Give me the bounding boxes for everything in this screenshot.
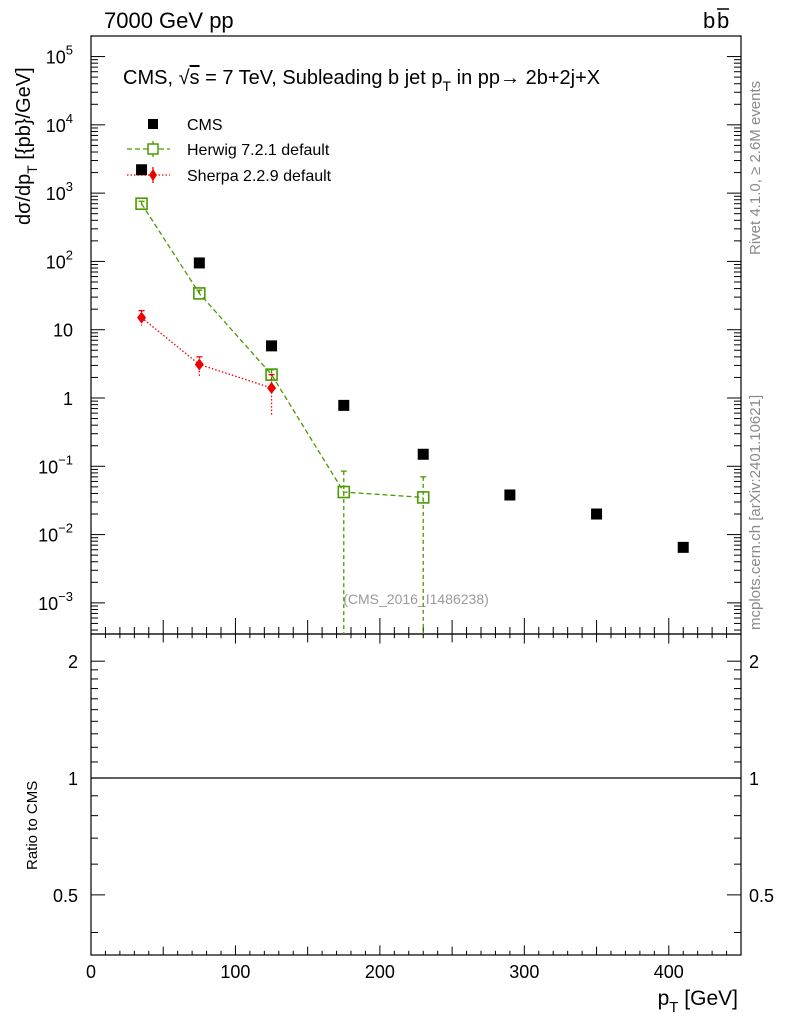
data-series: [135, 164, 689, 634]
main-y-tick-label: 103: [46, 179, 73, 204]
ratio-y-axis-label: Ratio to CMS: [24, 781, 41, 870]
tick-base: 10: [46, 116, 66, 136]
x-tick-label: 0: [86, 962, 96, 982]
tick-exponent: 5: [66, 43, 73, 58]
tick-base: 10: [46, 48, 66, 68]
title-mid: = 7 TeV, Subleading b jet p: [200, 67, 443, 89]
main-y-tick-label: 10: [53, 321, 73, 341]
legend-label-cms: CMS: [187, 117, 223, 134]
legend: CMS Herwig 7.2.1 default Sherpa 2.2.9 de…: [127, 117, 332, 185]
legend-entry-cms: CMS: [148, 117, 223, 134]
ratio-plot-frame: [90, 633, 742, 956]
data-point: [266, 340, 278, 352]
data-point: [504, 489, 516, 501]
legend-marker-cms: [148, 119, 158, 129]
tick-base: 10: [38, 526, 58, 546]
main-y-axis-label: dσ/dpT [{pb}/GeV]: [13, 67, 40, 225]
data-point: [338, 399, 350, 411]
data-point: [194, 358, 204, 371]
main-y-tick-label: 10−3: [38, 589, 73, 614]
ratio-y-tick-label: 2: [68, 652, 78, 672]
legend-label-sherpa: Sherpa 2.2.9 default: [187, 168, 332, 185]
legend-marker-sherpa: [149, 169, 157, 181]
tick-exponent: −2: [58, 521, 73, 536]
tick-base: 10: [46, 184, 66, 204]
data-point: [135, 197, 148, 211]
data-point: [267, 382, 277, 395]
data-point: [416, 491, 430, 504]
plot-title: CMS, √s = 7 TeV, Subleading b jet pT in …: [123, 67, 600, 94]
x-tick-label: 400: [654, 962, 684, 982]
data-point: [591, 508, 603, 520]
data-point: [337, 485, 351, 499]
tick-base: 10: [38, 457, 58, 477]
data-point: [265, 368, 278, 381]
process-label-bbar: b: [717, 8, 729, 33]
main-y-tick-label: 1: [63, 389, 73, 409]
data-point: [417, 448, 429, 460]
legend-entry-herwig: Herwig 7.2.1 default: [127, 141, 330, 159]
tick-base: 10: [53, 321, 73, 341]
x-tick-label: 200: [365, 962, 395, 982]
title-sqrt: √: [179, 67, 190, 89]
tick-base: 1: [63, 389, 73, 409]
title-suffix: in pp→ 2b+2j+X: [451, 67, 600, 89]
series-line: [141, 203, 424, 499]
xlabel-main: p: [658, 987, 670, 1010]
data-point: [136, 164, 148, 176]
ratio-y-tick-label-right: 2: [749, 652, 759, 672]
tick-base: 10: [38, 594, 58, 614]
process-label: b b: [703, 8, 729, 33]
tick-exponent: 2: [66, 247, 73, 262]
main-y-tick-label: 102: [46, 247, 73, 272]
energy-label: 7000 GeV pp: [104, 8, 234, 33]
series-1: [135, 197, 430, 634]
ylabel-sub: T: [24, 165, 40, 174]
ratio-y-tick-label: 0.5: [53, 886, 78, 906]
data-point: [193, 287, 206, 300]
xlabel-units: [GeV]: [678, 987, 738, 1010]
main-y-tick-label: 10−1: [38, 452, 73, 477]
x-axis-label: pT [GeV]: [658, 987, 738, 1016]
legend-label-herwig: Herwig 7.2.1 default: [187, 142, 330, 159]
data-point: [193, 257, 205, 269]
data-point: [137, 311, 147, 324]
tick-exponent: −1: [58, 452, 73, 467]
rivet-label: Rivet 4.1.0, ≥ 2.6M events: [747, 81, 764, 255]
legend-entry-sherpa: Sherpa 2.2.9 default: [127, 167, 332, 185]
title-sub: T: [443, 78, 452, 94]
x-tick-label: 300: [509, 962, 539, 982]
ratio-y-tick-label-right: 0.5: [749, 886, 774, 906]
legend-marker-herwig: [147, 143, 159, 155]
series-0: [136, 164, 689, 553]
analysis-watermark: (CMS_2016_I1486238): [343, 591, 489, 607]
data-point: [677, 541, 689, 553]
main-y-tick-label: 105: [46, 43, 73, 68]
tick-base: 10: [46, 252, 66, 272]
x-tick-label: 100: [220, 962, 250, 982]
ylabel-units: [{pb}/GeV]: [13, 67, 35, 165]
ylabel-main: dσ/dp: [13, 174, 35, 225]
ratio-y-tick-label: 1: [68, 769, 78, 789]
process-label-b: b: [703, 8, 715, 33]
series-2: [137, 310, 277, 416]
main-y-tick-label: 10−2: [38, 521, 73, 546]
mcplots-label: mcplots.cern.ch [arXiv:2401.10621]: [747, 395, 764, 630]
title-prefix: CMS,: [123, 67, 179, 89]
tick-exponent: 3: [66, 179, 73, 194]
ratio-y-tick-label-right: 1: [749, 769, 759, 789]
xlabel-sub: T: [669, 999, 678, 1016]
tick-exponent: 4: [66, 111, 73, 126]
main-y-tick-label: 104: [46, 111, 73, 136]
tick-exponent: −3: [58, 589, 73, 604]
title-s: s: [190, 67, 200, 89]
